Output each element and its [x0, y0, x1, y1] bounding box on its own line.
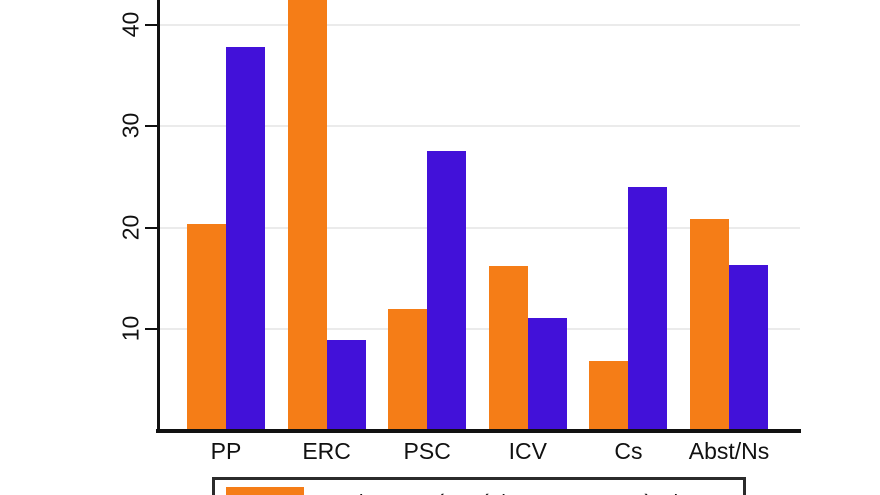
y-tick-10 — [145, 328, 158, 331]
y-tick-label-20: 20 — [117, 214, 144, 241]
bar-erc-blue-series — [326, 339, 366, 431]
x-category-label-pp: PP — [210, 438, 242, 464]
x-category-label-icv: ICV — [508, 438, 547, 464]
bar-abstns-orange-series — [690, 218, 729, 431]
bar-pp-orange-series — [187, 223, 226, 431]
legend-box: Se sienten más próximos a Convergència — [212, 477, 746, 495]
bar-cs-orange-series — [589, 360, 629, 431]
bar-pp-blue-series — [226, 46, 265, 431]
x-category-label-psc: PSC — [403, 438, 451, 464]
y-tick-label-40: 40 — [117, 11, 144, 37]
bar-abstns-blue-series — [729, 265, 768, 431]
y-tick-40 — [145, 23, 158, 26]
bar-psc-orange-series — [388, 309, 428, 431]
y-tick-label-10: 10 — [117, 316, 144, 342]
y-tick-30 — [145, 125, 158, 128]
gridline-30 — [160, 125, 800, 128]
legend-label: Se sienten más próximos a Convergència — [319, 491, 689, 495]
x-axis-line — [156, 429, 801, 433]
y-axis-line — [157, 0, 160, 433]
gridline-10 — [160, 328, 800, 331]
gridline-40 — [160, 23, 800, 26]
bar-icv-orange-series — [488, 266, 528, 431]
bar-cs-blue-series — [628, 187, 668, 431]
x-category-label-cs: Cs — [614, 438, 643, 464]
x-category-label-erc: ERC — [302, 438, 351, 464]
bar-erc-orange-series — [287, 0, 327, 431]
bar-icv-blue-series — [527, 318, 567, 431]
gridline-20 — [160, 226, 800, 229]
y-tick-20 — [145, 226, 158, 229]
x-category-label-abstns: Abst/Ns — [688, 438, 770, 464]
legend-swatch-orange — [226, 487, 304, 495]
y-tick-label-30: 30 — [117, 112, 144, 139]
bar-psc-blue-series — [427, 150, 467, 431]
